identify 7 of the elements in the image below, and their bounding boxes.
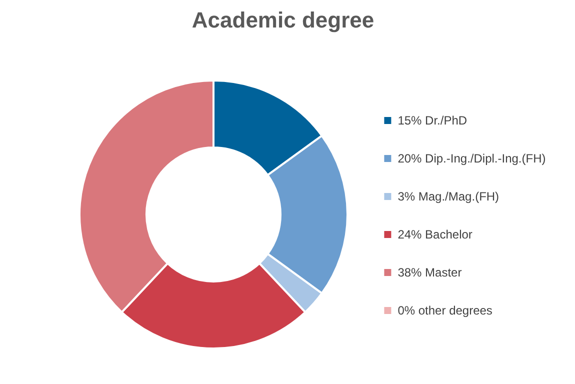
legend-label: 15% Dr./PhD <box>398 114 468 128</box>
chart-title: Academic degree <box>192 8 374 32</box>
legend-label: 38% Master <box>398 266 462 280</box>
legend-label: 3% Mag./Mag.(FH) <box>398 190 500 204</box>
legend-label: 20% Dip.-Ing./Dipl.-Ing.(FH) <box>398 152 546 166</box>
legend-label: 0% other degrees <box>398 304 492 318</box>
legend-label: 24% Bachelor <box>398 228 472 242</box>
